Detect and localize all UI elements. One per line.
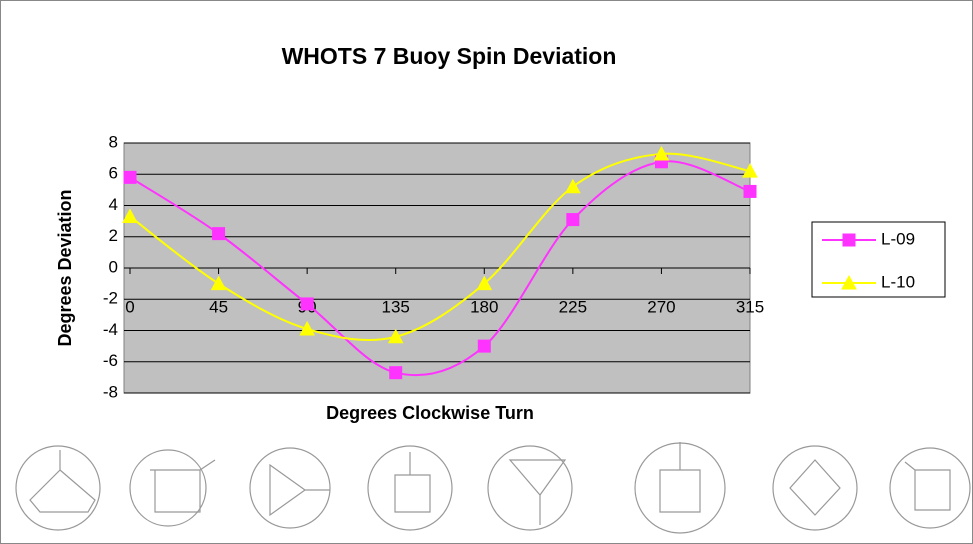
marker-triangle (299, 320, 315, 336)
x-tick-label: 0 (125, 297, 134, 316)
marker-triangle (387, 328, 404, 344)
x-tick-label: 45 (209, 297, 228, 316)
y-tick-label: -8 (103, 382, 118, 401)
chart-title: WHOTS 7 Buoy Spin Deviation (282, 43, 617, 69)
x-tick-label: 135 (382, 297, 410, 316)
marker-triangle (210, 275, 227, 291)
marker-triangle (122, 208, 138, 223)
series-line (129, 152, 751, 342)
x-tick-label: 315 (736, 297, 764, 316)
marker-square (123, 170, 137, 184)
buoy-diagrams (15, 442, 971, 534)
y-tick-label: -4 (103, 320, 118, 339)
marker-square (566, 213, 580, 227)
legend-box (811, 221, 946, 298)
marker-square (743, 184, 757, 198)
y-tick-label: -2 (103, 289, 118, 308)
marker-triangle (841, 274, 857, 290)
marker-triangle (742, 163, 758, 178)
legend-label: L-10 (881, 272, 915, 291)
y-tick-label: 2 (109, 226, 118, 245)
x-axis-label: Degrees Clockwise Turn (326, 403, 534, 423)
marker-square (300, 297, 314, 311)
marker-triangle (565, 178, 581, 194)
marker-triangle (476, 275, 493, 291)
y-axis-label: Degrees Deviation (55, 189, 75, 346)
x-tick-label: 270 (647, 297, 675, 316)
plot: -8-6-4-20246804590135180225270315 (103, 132, 764, 401)
x-tick-label: 225 (559, 297, 587, 316)
y-tick-label: 6 (109, 164, 118, 183)
y-tick-label: 0 (109, 257, 118, 276)
marker-triangle (653, 145, 670, 161)
legend-label: L-09 (881, 229, 915, 248)
marker-square (477, 339, 491, 353)
marker-square (842, 233, 856, 247)
series-line (129, 160, 751, 377)
y-tick-label: 8 (109, 132, 118, 151)
y-tick-label: 4 (109, 195, 118, 214)
marker-square (212, 227, 226, 241)
marker-square (389, 366, 403, 380)
y-tick-label: -6 (103, 351, 118, 370)
x-tick-label: 180 (470, 297, 498, 316)
